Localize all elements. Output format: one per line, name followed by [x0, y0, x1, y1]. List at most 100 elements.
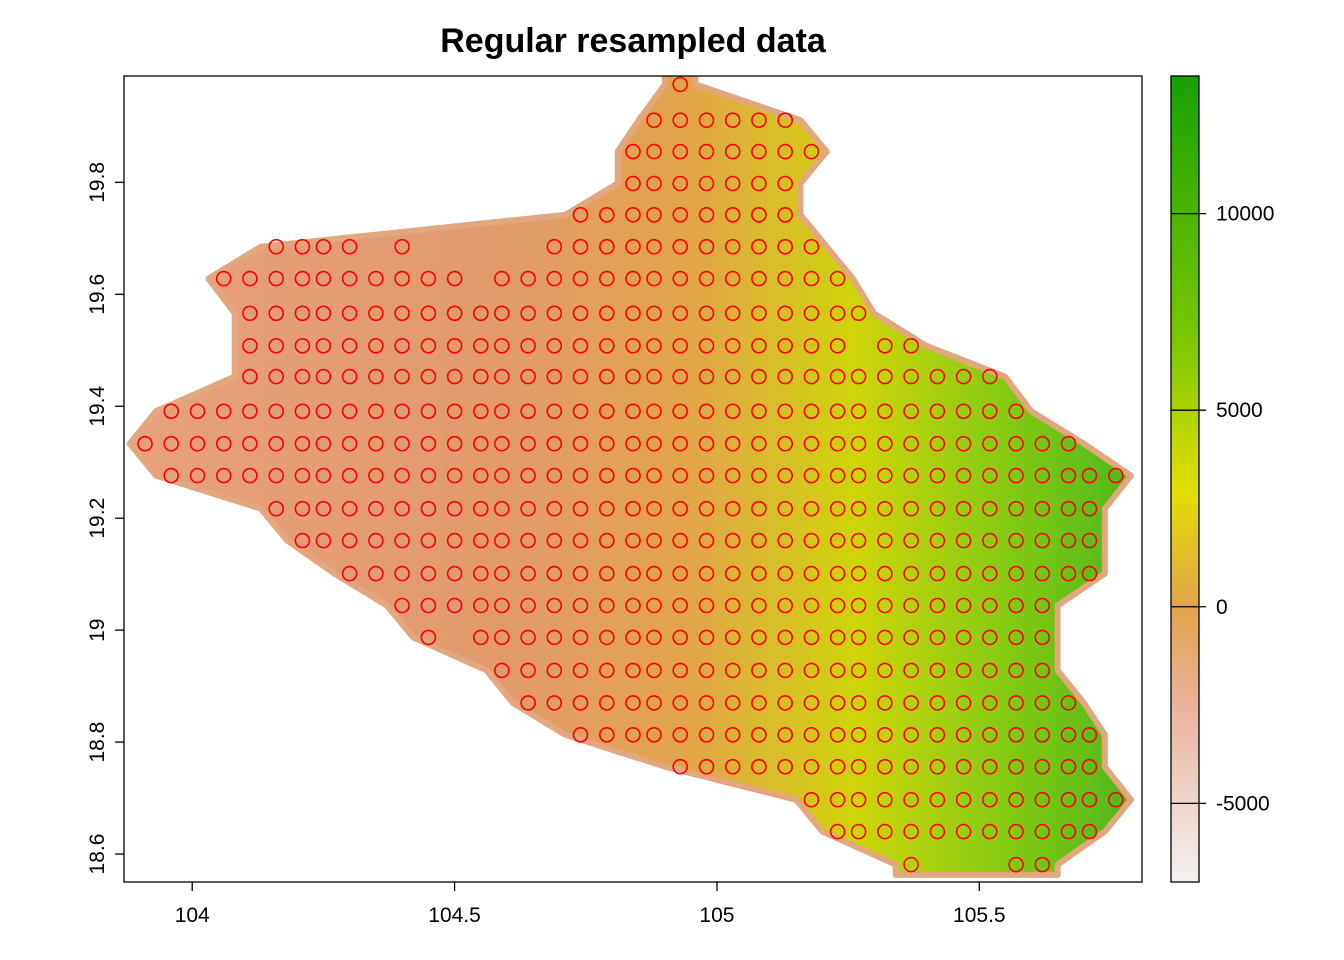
raster-layer	[126, 76, 1134, 878]
sample-point	[751, 597, 767, 614]
sample-point	[751, 337, 767, 354]
sample-point	[672, 238, 689, 255]
sample-point	[803, 270, 820, 287]
sample-point	[472, 565, 489, 582]
sample-point	[829, 791, 846, 808]
sample-point	[163, 403, 179, 420]
sample-point	[625, 207, 641, 223]
sample-point	[829, 467, 846, 484]
sample-point	[315, 403, 332, 420]
sample-point	[672, 76, 689, 93]
sample-point	[1060, 565, 1077, 582]
sample-point	[829, 337, 846, 354]
sample-point	[625, 467, 641, 484]
sample-point	[803, 238, 820, 255]
sample-point	[625, 500, 641, 517]
sample-point	[698, 597, 715, 614]
sample-point	[294, 467, 311, 484]
sample-point	[698, 758, 715, 775]
y-tick-label: 19.8	[86, 162, 109, 203]
sample-point	[520, 500, 536, 517]
points-layer	[137, 76, 1124, 873]
sample-point	[751, 305, 767, 322]
sample-point	[598, 565, 615, 582]
sample-point	[698, 662, 715, 679]
sample-point	[546, 337, 563, 354]
sample-point	[877, 823, 893, 840]
sample-point	[850, 565, 867, 582]
sample-point	[829, 662, 846, 679]
sample-point	[1108, 791, 1124, 808]
sample-point	[1060, 435, 1077, 452]
sample-point	[242, 403, 258, 420]
colorbar-gradient	[1170, 75, 1200, 883]
sample-point	[1008, 467, 1024, 484]
sample-point	[724, 143, 741, 160]
sample-point	[877, 629, 893, 646]
sample-point	[520, 435, 536, 452]
sample-point	[751, 758, 767, 775]
sample-point	[1081, 565, 1098, 582]
sample-point	[572, 629, 589, 646]
sample-point	[672, 435, 689, 452]
sample-point	[1008, 758, 1024, 775]
sample-point	[1034, 532, 1051, 549]
sample-point	[163, 435, 179, 452]
sample-point	[420, 435, 437, 452]
sample-point	[242, 337, 258, 354]
sample-point	[572, 435, 589, 452]
sample-point	[981, 726, 998, 743]
sample-point	[698, 629, 715, 646]
sample-point	[1008, 500, 1024, 517]
sample-point	[294, 500, 311, 517]
sample-point	[598, 532, 615, 549]
sample-point	[903, 758, 919, 775]
sample-point	[929, 629, 946, 646]
sample-point	[981, 662, 998, 679]
x-tick-label: 105	[699, 904, 734, 927]
sample-point	[598, 435, 615, 452]
sample-point	[572, 337, 589, 354]
sample-point	[877, 532, 893, 549]
sample-point	[394, 337, 410, 354]
sample-point	[163, 467, 179, 484]
sample-point	[803, 368, 820, 385]
sample-point	[1034, 758, 1051, 775]
sample-point	[955, 368, 972, 385]
sample-point	[698, 305, 715, 322]
sample-point	[472, 500, 489, 517]
sample-point	[877, 726, 893, 743]
sample-point	[850, 467, 867, 484]
sample-point	[493, 629, 510, 646]
sample-point	[446, 565, 463, 582]
sample-point	[394, 467, 410, 484]
sample-point	[751, 662, 767, 679]
sample-point	[803, 695, 820, 711]
sample-point	[546, 467, 563, 484]
sample-point	[981, 791, 998, 808]
sample-point	[829, 597, 846, 614]
sample-point	[777, 143, 794, 160]
sample-point	[981, 823, 998, 840]
chart-title: Regular resampled data	[440, 22, 826, 60]
sample-point	[368, 500, 384, 517]
sample-point	[777, 238, 794, 255]
sample-point	[777, 695, 794, 711]
sample-point	[268, 305, 285, 322]
sample-point	[546, 435, 563, 452]
sample-point	[724, 270, 741, 287]
sample-point	[394, 597, 410, 614]
sample-point	[981, 435, 998, 452]
sample-point	[698, 175, 715, 192]
sample-point	[929, 435, 946, 452]
sample-point	[420, 467, 437, 484]
sample-point	[850, 305, 867, 322]
sample-point	[777, 368, 794, 385]
sample-point	[698, 726, 715, 743]
sample-point	[903, 403, 919, 420]
sample-point	[724, 175, 741, 192]
sample-point	[850, 500, 867, 517]
sample-point	[724, 112, 741, 128]
sample-point	[598, 207, 615, 223]
sample-point	[1060, 823, 1077, 840]
